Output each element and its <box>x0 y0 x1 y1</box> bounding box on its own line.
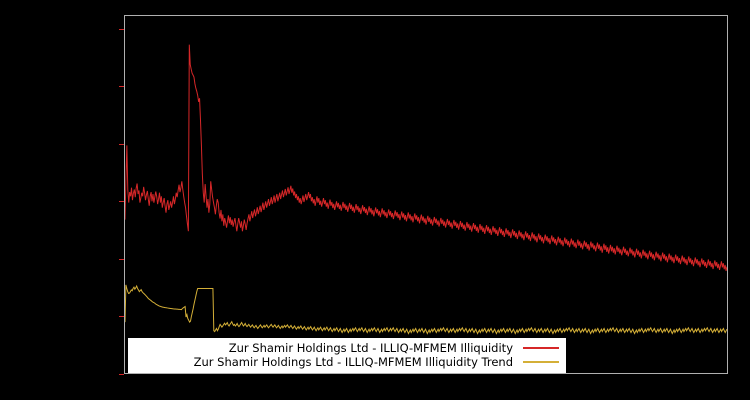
series-group <box>125 45 727 334</box>
legend-label-illiquidity: Zur Shamir Holdings Ltd - ILLIQ-MFMEM Il… <box>228 341 513 355</box>
y-axis-tick-mark <box>119 316 124 318</box>
legend-entry-illiquidity-trend[interactable]: Zur Shamir Holdings Ltd - ILLIQ-MFMEM Il… <box>133 355 561 369</box>
plot-area <box>124 15 728 374</box>
legend-label-illiquidity-trend: Zur Shamir Holdings Ltd - ILLIQ-MFMEM Il… <box>193 355 513 369</box>
y-axis-tick-mark <box>119 374 124 375</box>
plot-svg <box>125 16 727 373</box>
y-axis-tick-labels: 1000000000000100000000001000000001000000… <box>0 0 124 400</box>
legend-color-swatch-illiquidity-trend <box>523 361 559 363</box>
y-axis-tick-mark <box>119 143 124 145</box>
series-line-illiquidity <box>125 45 727 271</box>
series-line-illiquidity-trend <box>125 285 727 334</box>
y-axis-tick-mark <box>119 86 124 88</box>
chart-legend: Zur Shamir Holdings Ltd - ILLIQ-MFMEM Il… <box>128 338 566 373</box>
y-axis-tick-mark <box>119 28 124 30</box>
y-axis-tick-mark <box>119 201 124 203</box>
legend-entry-illiquidity[interactable]: Zur Shamir Holdings Ltd - ILLIQ-MFMEM Il… <box>133 341 561 355</box>
y-axis-tick-mark <box>119 258 124 260</box>
legend-color-swatch-illiquidity <box>523 347 559 349</box>
